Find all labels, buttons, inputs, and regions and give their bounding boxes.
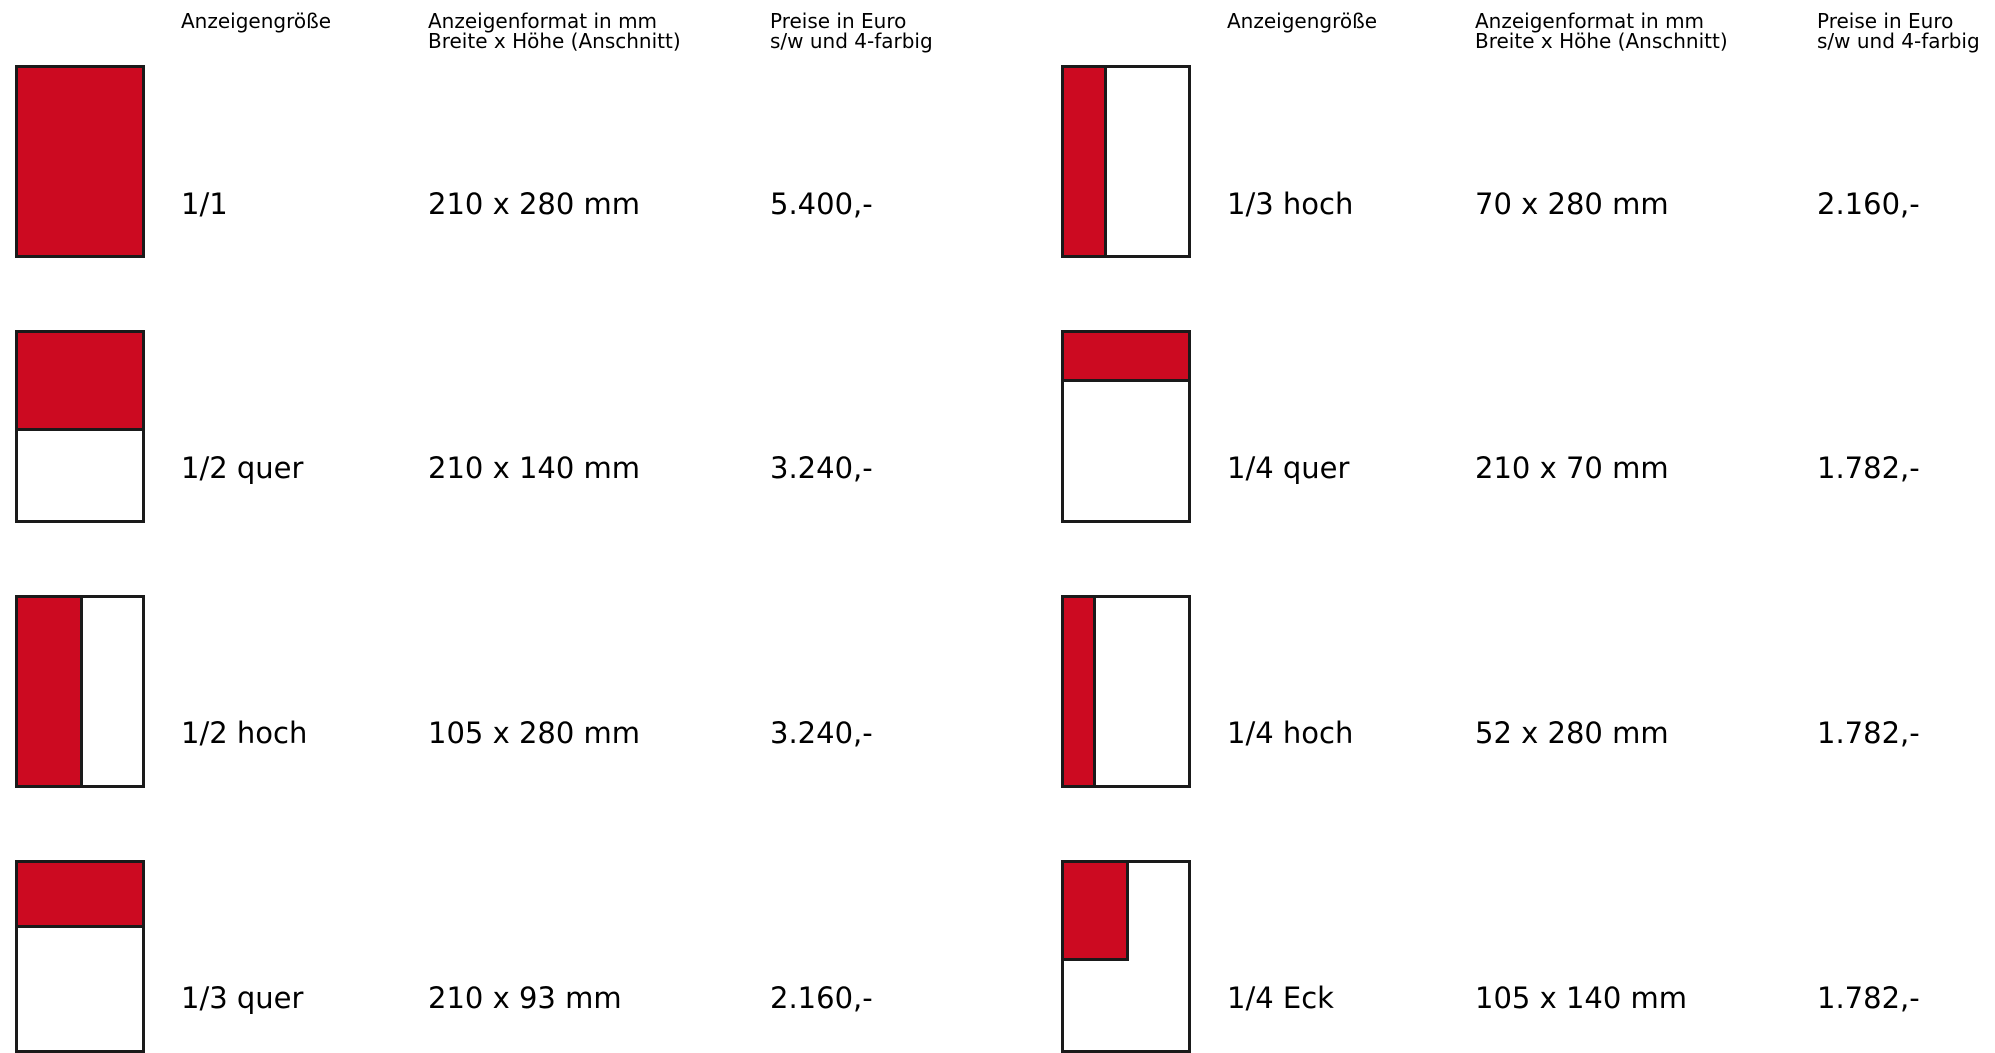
ad-format-value: 210 x 70 mm	[1475, 451, 1669, 485]
ad-price-value: 1.782,-	[1817, 716, 1920, 750]
ad-area-fill	[1064, 333, 1188, 382]
ad-size-label: 1/4 hoch	[1227, 716, 1354, 750]
ad-size-diagram	[1061, 860, 1191, 1053]
ad-format-value: 70 x 280 mm	[1475, 187, 1669, 221]
ad-area-fill	[18, 863, 142, 928]
ad-size-label: 1/3 quer	[181, 981, 304, 1015]
ad-area-fill	[1064, 863, 1129, 961]
ad-area-fill	[18, 68, 142, 255]
ad-area-fill	[18, 598, 83, 785]
ad-area-fill	[1064, 598, 1096, 785]
ad-price-value: 3.240,-	[770, 451, 873, 485]
ad-size-diagram	[1061, 330, 1191, 523]
ad-format-value: 105 x 280 mm	[428, 716, 641, 750]
ad-size-diagram	[15, 595, 145, 788]
ad-size-diagram	[15, 860, 145, 1053]
ad-size-label: 1/2 quer	[181, 451, 304, 485]
ad-format-value: 210 x 140 mm	[428, 451, 641, 485]
ad-size-label: 1/2 hoch	[181, 716, 308, 750]
ad-price-value: 2.160,-	[770, 981, 873, 1015]
ad-price-value: 3.240,-	[770, 716, 873, 750]
ad-size-label: 1/4 Eck	[1227, 981, 1334, 1015]
ad-format-value: 210 x 280 mm	[428, 187, 641, 221]
ad-size-label: 1/4 quer	[1227, 451, 1350, 485]
header-size-right: Anzeigengröße	[1227, 9, 1378, 33]
ad-size-diagram	[15, 65, 145, 258]
ad-price-value: 2.160,-	[1817, 187, 1920, 221]
ad-format-value: 105 x 140 mm	[1475, 981, 1688, 1015]
ad-size-diagram	[1061, 65, 1191, 258]
header-price-left: Preise in Euro s/w und 4-farbig	[770, 9, 933, 53]
ad-size-label: 1/3 hoch	[1227, 187, 1354, 221]
ad-area-fill	[18, 333, 142, 431]
ad-format-value: 210 x 93 mm	[428, 981, 622, 1015]
ad-format-value: 52 x 280 mm	[1475, 716, 1669, 750]
header-format-left: Anzeigenformat in mm Breite x Höhe (Ansc…	[428, 9, 681, 53]
header-format-right: Anzeigenformat in mm Breite x Höhe (Ansc…	[1475, 9, 1728, 53]
header-size-left: Anzeigengröße	[181, 9, 332, 33]
ad-price-value: 1.782,-	[1817, 981, 1920, 1015]
ad-size-label: 1/1	[181, 187, 228, 221]
ad-price-value: 5.400,-	[770, 187, 873, 221]
ad-price-value: 1.782,-	[1817, 451, 1920, 485]
ad-size-diagram	[15, 330, 145, 523]
header-price-right: Preise in Euro s/w und 4-farbig	[1817, 9, 1980, 53]
ad-area-fill	[1064, 68, 1107, 255]
ad-size-diagram	[1061, 595, 1191, 788]
